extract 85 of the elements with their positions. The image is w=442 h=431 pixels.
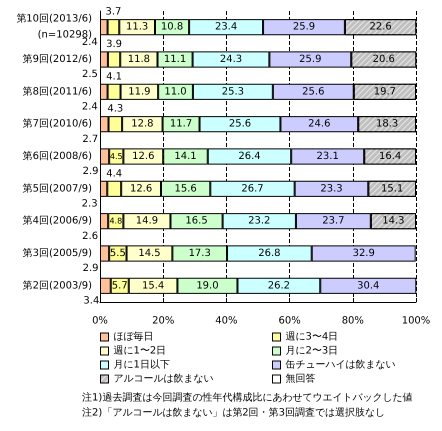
data-label: 11.8 xyxy=(128,54,150,65)
data-label: 16.5 xyxy=(185,216,208,227)
data-label: 4.1 xyxy=(106,71,122,82)
x-tick-label: 20% xyxy=(152,316,174,326)
data-label: 23.4 xyxy=(214,22,238,33)
data-label: 23.2 xyxy=(248,216,270,227)
text: 注2)「アルコールは飲まない」は第2回・第3回調査では選択肢なし xyxy=(82,406,385,418)
data-label: 2.9 xyxy=(82,263,99,274)
data-label: 4.4 xyxy=(106,168,122,180)
data-label: 3.7 xyxy=(105,6,122,18)
legend-label: 月に1日以下 xyxy=(114,358,170,370)
data-label: 18.3 xyxy=(376,118,398,130)
x-tick-label: 0% xyxy=(92,316,108,326)
data-label: 12.8 xyxy=(131,118,154,130)
data-label: 17.3 xyxy=(188,248,211,259)
data-label: 25.9 xyxy=(299,54,322,65)
y-tick-label: 第9回(2012/6) xyxy=(22,53,92,65)
data-label: 5.7 xyxy=(112,280,128,292)
x-tick-label: 60% xyxy=(278,316,301,326)
y-tick-label: 第6回(2008/6) xyxy=(22,150,92,162)
data-label: 30.4 xyxy=(357,280,380,292)
data-label: 4.8 xyxy=(109,216,122,226)
data-label: 2.7 xyxy=(82,134,98,145)
legend-label: 週に3〜4日 xyxy=(286,332,338,342)
data-label: 4.5 xyxy=(110,152,123,161)
y-tick-label: 第8回(2011/6) xyxy=(22,85,92,98)
x-tick-label: 100% xyxy=(402,316,430,326)
y-tick-label: 第5回(2007/9) xyxy=(22,182,92,194)
x-tick-label: 80% xyxy=(342,316,364,326)
data-label: 2.4 xyxy=(82,101,98,112)
data-label: 26.4 xyxy=(238,151,261,162)
data-label: 11.3 xyxy=(126,22,148,33)
data-label: 32.9 xyxy=(352,248,375,259)
data-label: 11.1 xyxy=(164,54,186,65)
text: 注1)過去調査は今回調査の性年代構成比にあわせてウエイトバックした値 xyxy=(82,392,412,404)
data-label: 25.3 xyxy=(222,86,244,98)
data-label: 25.9 xyxy=(292,22,316,33)
data-label: 3.4 xyxy=(83,295,100,306)
data-label: 3.9 xyxy=(106,38,122,50)
data-label: 26.7 xyxy=(241,183,264,194)
data-label: 25.6 xyxy=(302,86,324,98)
data-label: 23.1 xyxy=(316,151,339,162)
legend-label: 無回答 xyxy=(286,372,316,384)
data-label: 12.6 xyxy=(130,183,152,194)
data-label: 25.6 xyxy=(228,118,252,130)
data-label: 24.6 xyxy=(308,118,330,130)
data-label: 14.1 xyxy=(174,151,197,162)
data-label: 10.8 xyxy=(160,22,184,33)
legend-label: 週に1〜2日 xyxy=(114,346,166,356)
legend-label: 缶チューハイは飲まない xyxy=(286,360,396,370)
data-label: 19.0 xyxy=(196,280,219,292)
data-label: 23.3 xyxy=(320,183,343,194)
data-label: 11.9 xyxy=(128,86,150,98)
data-label: 5.5 xyxy=(110,248,126,259)
data-label: 12.6 xyxy=(132,151,154,162)
data-label: 14.5 xyxy=(138,248,161,259)
x-tick-label: 40% xyxy=(215,316,238,326)
legend-label: ほぼ毎日 xyxy=(114,330,154,342)
data-label: 15.4 xyxy=(142,280,164,292)
data-label: 2.9 xyxy=(82,166,99,178)
data-label: 26.2 xyxy=(268,280,290,292)
data-label: 16.4 xyxy=(378,151,402,162)
y-tick-label: 第7回(2010/6) xyxy=(22,118,92,130)
data-label: 2.6 xyxy=(82,230,98,242)
data-label: 22.6 xyxy=(369,22,392,33)
data-label: 4.3 xyxy=(107,104,124,115)
data-label: 19.7 xyxy=(374,86,396,98)
data-label: 23.7 xyxy=(322,216,344,227)
data-label: 2.4 xyxy=(82,36,98,48)
y-tick-label: 第4回(2006/9) xyxy=(22,214,92,227)
data-label: 15.6 xyxy=(174,183,197,194)
data-label: 24.3 xyxy=(220,54,242,65)
y-tick-label: 第3回(2005/9) xyxy=(22,247,92,259)
y-tick-label: 第2回(2003/9) xyxy=(22,279,92,292)
data-label: 14.3 xyxy=(382,216,405,227)
data-label: 11.0 xyxy=(164,86,187,98)
data-label: 15.1 xyxy=(381,183,404,194)
data-label: 20.6 xyxy=(372,54,395,65)
data-label: 11.7 xyxy=(170,118,192,130)
data-label: 14.9 xyxy=(136,216,158,227)
data-label: 26.8 xyxy=(258,248,281,259)
legend-label: 月に2〜3日 xyxy=(286,346,338,356)
data-label: 2.3 xyxy=(82,198,98,210)
legend-label: アルコールは飲まない xyxy=(114,374,214,384)
data-label: 2.5 xyxy=(82,69,98,80)
